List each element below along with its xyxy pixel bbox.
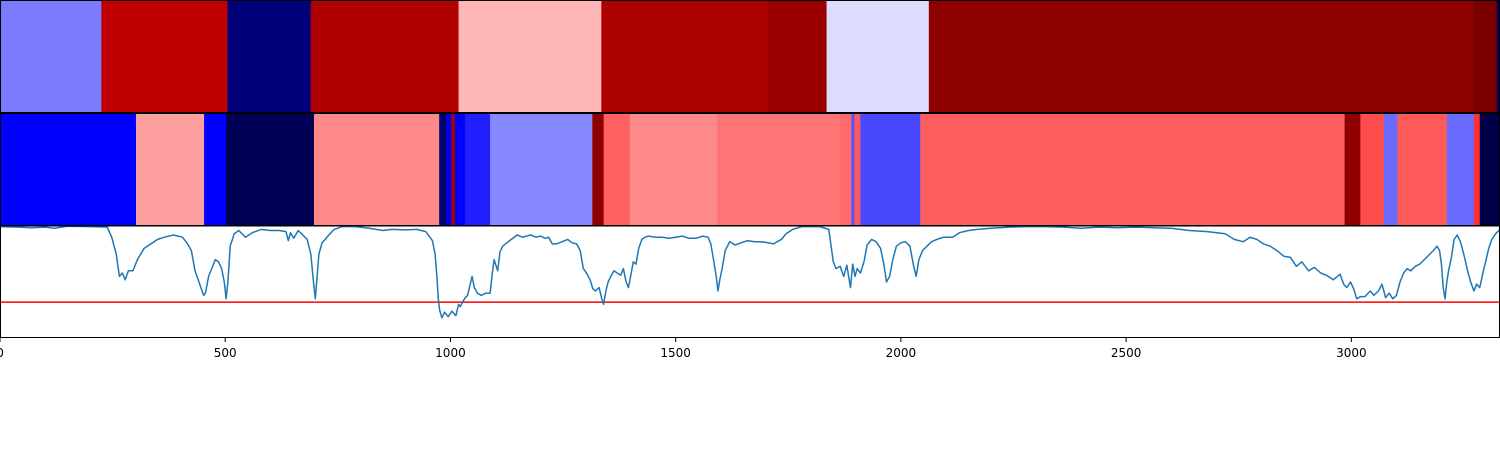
segment-track-top bbox=[0, 1, 1500, 112]
segment-1-25 bbox=[1473, 114, 1481, 225]
segment-0-5 bbox=[601, 1, 769, 112]
segment-0-3 bbox=[310, 1, 459, 112]
segment-1-24 bbox=[1446, 114, 1475, 225]
segment-0-10 bbox=[1496, 1, 1500, 112]
x-tick-label: 500 bbox=[214, 346, 237, 360]
segment-1-22 bbox=[1383, 114, 1398, 225]
segment-1-15 bbox=[840, 114, 852, 225]
segment-1-1 bbox=[136, 114, 205, 225]
x-tick-label: 2000 bbox=[886, 346, 917, 360]
segment-1-4 bbox=[313, 114, 440, 225]
segment-1-23 bbox=[1397, 114, 1448, 225]
segment-1-12 bbox=[603, 114, 631, 225]
segment-1-16 bbox=[851, 114, 855, 225]
segment-1-8 bbox=[454, 114, 466, 225]
x-tick-label: 1500 bbox=[660, 346, 691, 360]
segment-track-middle bbox=[0, 114, 1500, 225]
segment-1-26 bbox=[1479, 114, 1500, 225]
segment-0-0 bbox=[0, 1, 102, 112]
series-line bbox=[0, 226, 1500, 319]
x-tick-label: 3000 bbox=[1336, 346, 1367, 360]
segment-1-3 bbox=[226, 114, 315, 225]
segment-1-9 bbox=[464, 114, 491, 225]
x-tick-label: 1000 bbox=[435, 346, 466, 360]
segment-1-18 bbox=[860, 114, 921, 225]
segment-1-20 bbox=[1344, 114, 1361, 225]
x-axis: 0 500 1000 1500 2000 2500 3000 bbox=[0, 338, 1367, 360]
x-tick-label: 2500 bbox=[1111, 346, 1142, 360]
segment-1-10 bbox=[490, 114, 593, 225]
segment-1-7 bbox=[451, 114, 456, 225]
segment-0-4 bbox=[458, 1, 602, 112]
line-panel-frame bbox=[0, 225, 1500, 338]
x-tick-label: 0 bbox=[0, 346, 4, 360]
segment-1-5 bbox=[439, 114, 447, 225]
segment-1-2 bbox=[204, 114, 227, 225]
segment-0-8 bbox=[928, 1, 1474, 112]
segment-0-2 bbox=[227, 1, 312, 112]
segment-1-13 bbox=[629, 114, 718, 225]
segment-0-7 bbox=[826, 1, 930, 112]
segment-1-6 bbox=[445, 114, 452, 225]
segment-1-17 bbox=[854, 114, 861, 225]
segment-1-14 bbox=[717, 114, 841, 225]
segment-1-19 bbox=[920, 114, 1345, 225]
line-panel bbox=[0, 226, 1500, 319]
segment-1-21 bbox=[1360, 114, 1385, 225]
segment-1-0 bbox=[0, 114, 137, 225]
segment-0-1 bbox=[101, 1, 228, 112]
segment-0-9 bbox=[1472, 1, 1498, 112]
segment-0-6 bbox=[768, 1, 827, 112]
segment-1-11 bbox=[592, 114, 605, 225]
